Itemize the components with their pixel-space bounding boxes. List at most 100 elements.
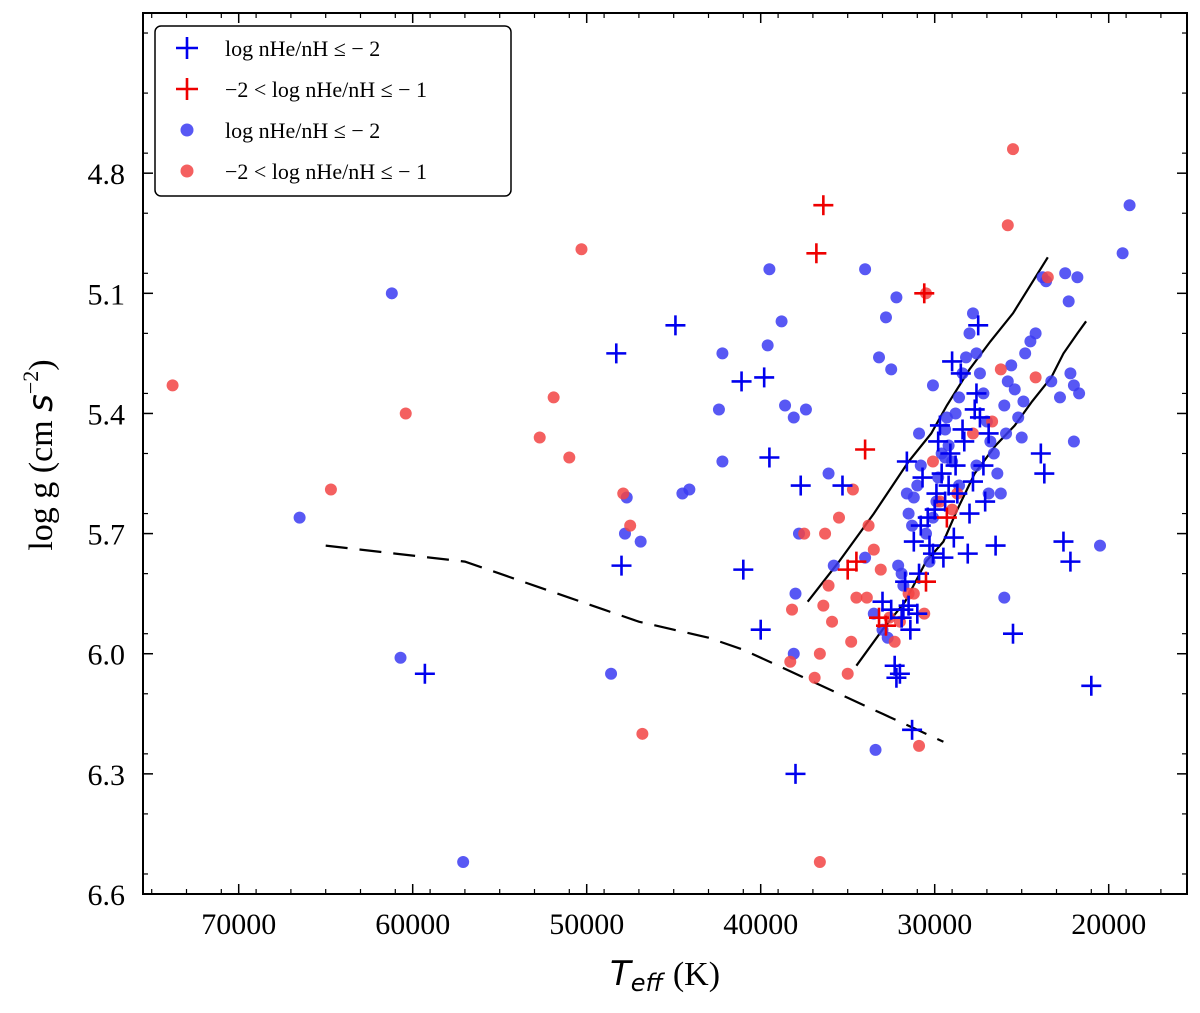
point-dot-3-1 xyxy=(324,483,337,496)
point-dot-2-88 xyxy=(998,591,1011,604)
point-plus-0-46 xyxy=(952,419,973,440)
point-dot-2-69 xyxy=(1012,411,1025,424)
point-dot-3-42 xyxy=(636,727,649,740)
point-plus-0-3 xyxy=(665,315,686,336)
point-plus-0-32 xyxy=(924,499,945,520)
legend: log nHe/nH ≤ − 2 −2 < log nHe/nH ≤ − 1 log… xyxy=(154,25,512,197)
point-plus-0-38 xyxy=(935,491,956,512)
point-plus-0-54 xyxy=(969,407,990,428)
point-plus-0-39 xyxy=(938,475,959,496)
point-plus-0-10 xyxy=(832,475,853,496)
point-dot-2-9 xyxy=(683,483,696,496)
point-dot-3-39 xyxy=(1029,371,1042,384)
x-tick-label-40000: 40000 xyxy=(723,908,798,941)
point-dot-2-54 xyxy=(960,351,973,364)
point-plus-0-11 xyxy=(785,763,806,784)
point-plus-0-8 xyxy=(759,447,780,468)
point-plus-1-3 xyxy=(855,439,876,460)
point-dot-3-7 xyxy=(617,487,630,500)
point-dot-2-94 xyxy=(926,379,939,392)
point-dot-2-84 xyxy=(1071,271,1084,284)
point-dot-3-5 xyxy=(563,451,576,464)
y-tick-label-6.3: 6.3 xyxy=(88,759,126,792)
point-dot-2-10 xyxy=(716,347,729,360)
point-plus-0-63 xyxy=(1060,551,1081,572)
x-tick-label-50000: 50000 xyxy=(549,908,624,941)
point-plus-0-59 xyxy=(1003,623,1023,644)
point-dot-3-30 xyxy=(926,455,939,468)
point-dot-2-20 xyxy=(789,587,802,600)
point-dot-3-16 xyxy=(822,579,835,592)
point-plus-1-8 xyxy=(916,571,936,592)
track-line-0 xyxy=(325,544,944,743)
point-dot-2-79 xyxy=(1062,295,1075,308)
point-dot-2-28 xyxy=(869,743,882,756)
point-plus-0-42 xyxy=(943,527,964,548)
point-dot-2-0 xyxy=(385,287,398,300)
legend-label-2: log nHe/nH ≤ − 2 xyxy=(225,118,380,143)
legend-marker-3 xyxy=(180,164,194,178)
point-dot-2-37 xyxy=(902,507,915,520)
point-dot-2-18 xyxy=(799,403,812,416)
point-plus-0-27 xyxy=(912,467,933,488)
axis-ticks: 70000 60000 50000 40000 30000 20000 4.8 5.1 5.4 5… xyxy=(88,13,1187,941)
point-plus-0-36 xyxy=(931,463,952,484)
point-dot-3-2 xyxy=(399,407,412,420)
point-plus-0-18 xyxy=(893,599,914,620)
point-dot-3-15 xyxy=(826,615,839,628)
point-dot-3-38 xyxy=(1001,219,1014,232)
point-dot-3-40 xyxy=(1041,271,1054,284)
legend-label-0: log nHe/nH ≤ − 2 xyxy=(225,36,380,61)
point-dot-3-13 xyxy=(813,647,826,660)
point-plus-0-21 xyxy=(900,619,921,640)
point-plus-0-20 xyxy=(898,595,919,616)
point-plus-1-9 xyxy=(936,507,957,528)
point-dot-2-87 xyxy=(1094,539,1106,552)
point-plus-0-28 xyxy=(896,451,917,472)
point-dot-3-36 xyxy=(994,363,1007,376)
y-tick-label-6: 6.0 xyxy=(88,639,126,672)
legend-label-3: −2 < log nHe/nH ≤ − 1 xyxy=(225,159,427,184)
point-dot-2-40 xyxy=(911,479,924,492)
point-dot-3-20 xyxy=(845,635,858,648)
point-dot-2-16 xyxy=(779,399,792,412)
point-plus-0-30 xyxy=(919,535,940,556)
point-plus-0-22 xyxy=(902,719,923,740)
point-dot-3-12 xyxy=(808,671,821,684)
point-dot-2-11 xyxy=(712,403,725,416)
legend-label-1: −2 < log nHe/nH ≤ − 1 xyxy=(225,77,427,102)
point-plus-0-9 xyxy=(790,475,811,496)
point-plus-0-7 xyxy=(750,619,771,640)
point-dot-2-80 xyxy=(1067,435,1080,448)
point-dot-2-65 xyxy=(998,399,1011,412)
point-dot-2-68 xyxy=(1008,383,1021,396)
point-dot-2-97 xyxy=(1017,395,1030,408)
point-plus-0-47 xyxy=(954,431,975,452)
x-axis-title-unit: (K) xyxy=(673,956,720,993)
legend-marker-1 xyxy=(176,78,198,100)
point-plus-0-19 xyxy=(895,571,916,592)
point-plus-0-45 xyxy=(950,363,971,384)
point-dot-3-11 xyxy=(784,655,797,668)
point-dot-3-8 xyxy=(624,519,637,532)
point-dot-3-28 xyxy=(913,739,926,752)
point-dot-2-2 xyxy=(394,651,407,664)
point-plus-1-2 xyxy=(914,283,935,304)
point-dot-3-21 xyxy=(841,667,854,680)
point-dot-2-96 xyxy=(1000,427,1013,440)
point-plus-0-43 xyxy=(945,455,966,476)
point-plus-0-31 xyxy=(922,543,943,564)
y-tick-label-4.8: 4.8 xyxy=(88,158,126,191)
point-dot-2-17 xyxy=(787,411,800,424)
point-dot-3-6 xyxy=(575,243,588,256)
point-plus-0-16 xyxy=(889,663,910,684)
point-plus-0-41 xyxy=(942,351,963,372)
point-dot-2-86 xyxy=(1123,199,1136,212)
point-dot-2-27 xyxy=(885,363,898,376)
point-plus-0-52 xyxy=(966,383,987,404)
legend-box xyxy=(154,25,512,197)
point-dot-2-29 xyxy=(827,559,840,572)
point-dot-2-77 xyxy=(1053,391,1066,404)
point-dot-3-10 xyxy=(786,603,799,616)
point-plus-0-12 xyxy=(872,591,893,612)
